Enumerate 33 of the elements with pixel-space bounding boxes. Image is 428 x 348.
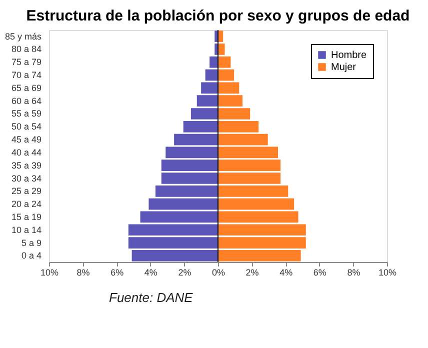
y-tick-label: 85 y más <box>4 31 42 42</box>
y-tick-label: 0 a 4 <box>21 250 42 261</box>
y-tick-label: 60 a 64 <box>11 96 42 106</box>
legend-label: Hombre <box>331 50 368 61</box>
x-tick-label: 8% <box>347 268 360 278</box>
x-tick-label: 6% <box>313 268 326 278</box>
legend-label: Mujer <box>331 62 357 73</box>
y-tick-label: 80 a 84 <box>11 44 42 54</box>
y-tick-label: 25 a 29 <box>11 186 42 196</box>
x-tick-label: 6% <box>110 268 124 278</box>
y-tick-label: 5 a 9 <box>21 238 42 248</box>
x-tick-label: 10% <box>378 268 397 278</box>
x-tick-label: 2% <box>246 268 259 278</box>
x-tick-label: 10% <box>40 268 59 278</box>
x-tick-label: 8% <box>76 268 90 278</box>
y-tick-label: 65 a 69 <box>11 82 42 93</box>
x-tick-label: 4% <box>280 268 293 278</box>
x-tick-label: 0% <box>212 268 226 278</box>
x-tick-label: 4% <box>144 268 158 278</box>
y-tick-label: 75 a 79 <box>11 57 42 68</box>
y-tick-label: 50 a 54 <box>11 122 42 132</box>
y-tick-label: 40 a 44 <box>11 147 42 158</box>
y-tick-label: 45 a 49 <box>11 134 42 145</box>
y-tick-label: 15 a 19 <box>11 212 42 222</box>
y-tick-label: 35 a 39 <box>11 160 42 170</box>
y-tick-label: 55 a 59 <box>11 108 42 119</box>
y-tick-label: 70 a 74 <box>11 70 42 80</box>
y-tick-label: 10 a 14 <box>11 224 42 235</box>
x-tick-label: 2% <box>178 268 192 278</box>
y-tick-label: 30 a 34 <box>11 173 42 184</box>
source-note: Fuente: DANE <box>109 290 194 305</box>
chart-title: Estructura de la población por sexo y grupos de edad <box>26 8 410 24</box>
y-tick-label: 20 a 24 <box>11 199 42 210</box>
